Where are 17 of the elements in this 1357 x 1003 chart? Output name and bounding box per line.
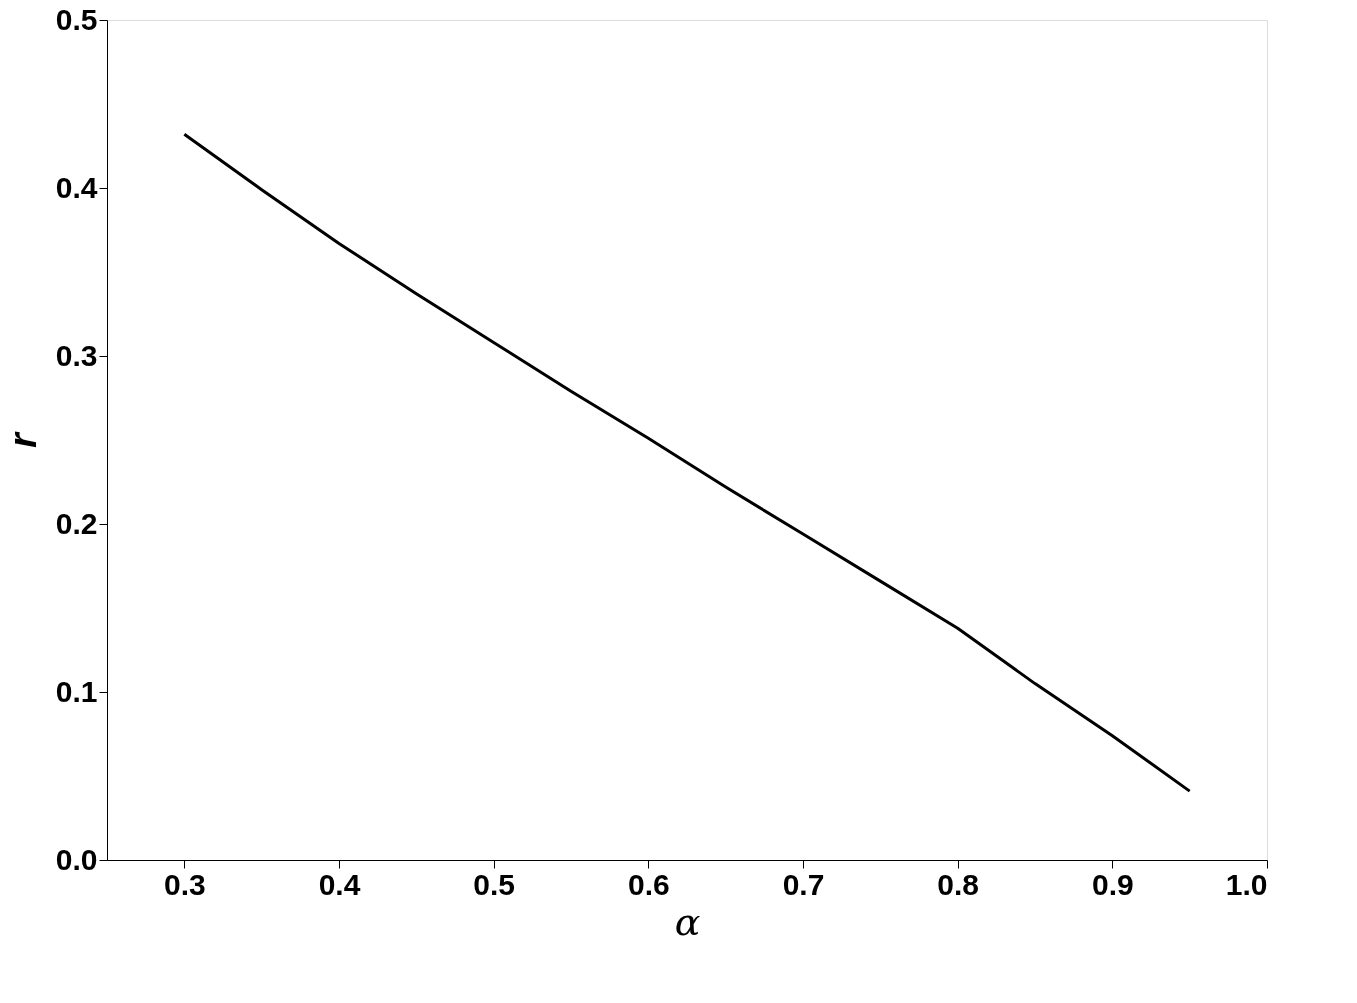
y-tick-label: 0.4 (55, 170, 98, 204)
y-axis-title: r (1, 430, 44, 448)
y-tick-label: 0.5 (55, 2, 98, 36)
x-tick-label: 0.8 (937, 867, 980, 901)
x-tick-label: 0.7 (782, 867, 825, 901)
x-tick-label: 0.3 (163, 867, 206, 901)
line-series (182, 132, 1192, 793)
y-tick-label: 0.0 (55, 842, 98, 876)
x-tick-label: 1.0 (1225, 867, 1268, 901)
y-tick-label: 0.3 (55, 338, 98, 372)
x-axis-title: α (674, 899, 701, 944)
x-tick-label: 0.5 (473, 867, 516, 901)
y-tick-label: 0.1 (55, 674, 98, 708)
x-tick-label: 0.9 (1091, 867, 1134, 901)
x-tick-label: 0.6 (627, 867, 670, 901)
y-tick-label: 0.2 (55, 506, 98, 540)
x-tick-label: 0.4 (318, 867, 361, 901)
